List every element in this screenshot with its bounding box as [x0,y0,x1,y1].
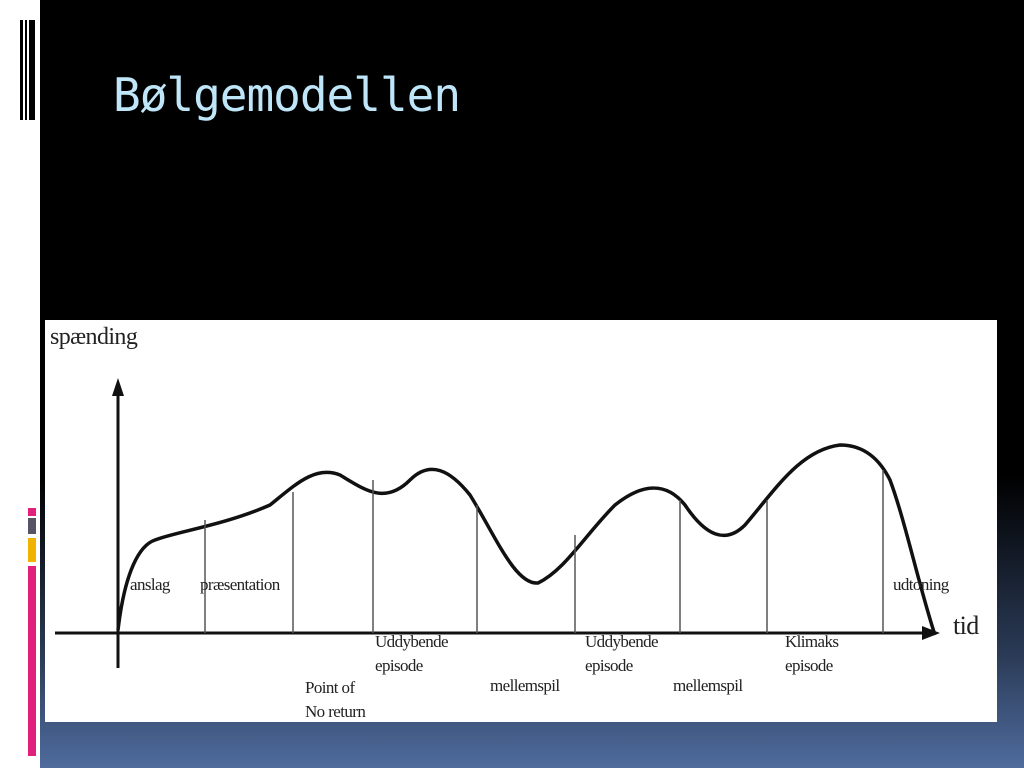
phase-label-line: episode [375,656,423,675]
phase-label: Klimaks episode [785,632,838,675]
y-arrow [112,378,124,396]
wave-diagram: spænding tid anslag præsentation Uddybende… [45,320,997,722]
phase-label-line: Uddybende [585,632,658,651]
phase-label-line: mellemspil [673,676,743,695]
segment-lines [204,470,884,633]
tension-curve [116,443,937,636]
phase-label-line: udtoning [893,575,950,594]
diagram-background [45,320,997,722]
phase-label: Point of No return [305,678,366,721]
phase-label-line: Point of [305,678,355,697]
phase-label-line: episode [785,656,833,675]
phase-label: anslag [130,575,171,594]
y-axis-label: spænding [50,324,138,350]
phase-label: Uddybende episode [375,632,448,675]
phase-label: mellemspil [490,676,560,695]
phase-label-line: præsentation [200,575,281,594]
side-strip [0,0,40,768]
x-axis-label: tid [953,611,979,640]
phase-label-line: Uddybende [375,632,448,651]
phase-label: Uddybende episode [585,632,658,675]
phase-label-line: mellemspil [490,676,560,695]
phase-label-line: Klimaks [785,632,838,651]
phase-label: mellemspil [673,676,743,695]
x-arrow [922,626,940,640]
slide-title: Bølgemodellen [113,68,461,122]
phase-label-line: No return [305,702,366,721]
phase-label: udtoning [893,575,950,594]
phase-label-line: anslag [130,575,171,594]
phase-label: præsentation [200,575,281,594]
phase-label-line: episode [585,656,633,675]
